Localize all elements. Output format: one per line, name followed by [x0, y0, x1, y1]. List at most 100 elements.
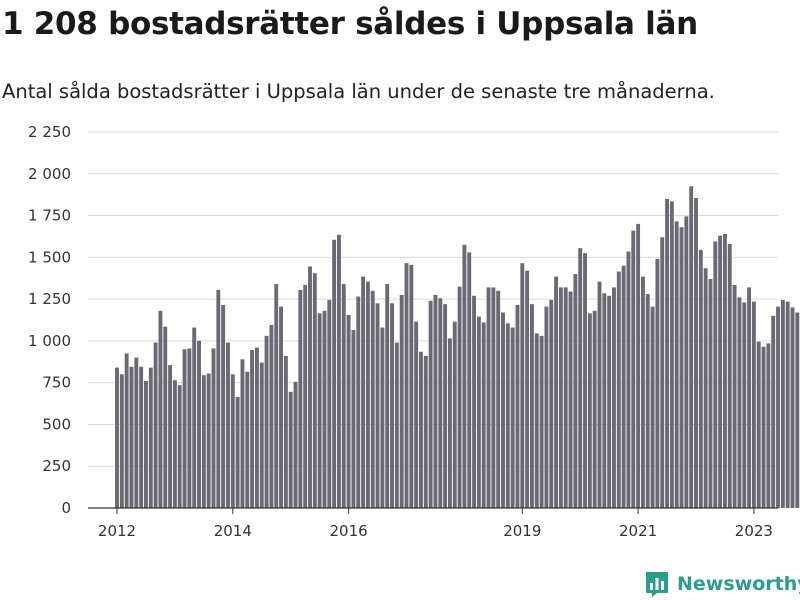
bar: [462, 244, 467, 509]
bar: [230, 374, 235, 508]
bar: [742, 302, 747, 508]
bar: [505, 323, 510, 508]
bar: [327, 299, 332, 508]
bar: [563, 287, 568, 508]
bar: [587, 313, 592, 508]
bar: [115, 367, 119, 508]
chart-title: 1 208 bostadsrätter såldes i Uppsala län: [2, 6, 698, 42]
bar: [539, 335, 544, 508]
bar: [293, 381, 298, 508]
bar: [515, 304, 520, 508]
bar: [144, 381, 148, 508]
y-tick-label: 500: [42, 415, 71, 433]
bar: [283, 355, 288, 508]
bar: [655, 259, 660, 508]
bar: [737, 297, 742, 508]
bar: [452, 321, 457, 508]
bar: [771, 315, 776, 508]
bar: [264, 335, 269, 508]
bar-chart-logo-icon: [646, 572, 668, 597]
bar: [443, 304, 448, 508]
x-tick-label: 2014: [214, 522, 252, 540]
bar: [187, 348, 192, 508]
chart-subtitle: Antal sålda bostadsrätter i Uppsala län …: [2, 80, 715, 103]
bar: [486, 287, 491, 508]
bar: [298, 289, 303, 508]
bar: [534, 333, 539, 508]
gridlines: [88, 131, 778, 467]
bar: [192, 327, 197, 508]
bars: [115, 186, 800, 509]
bar: [727, 243, 732, 508]
bar: [216, 289, 221, 508]
bar: [158, 310, 163, 508]
bar: [481, 322, 486, 508]
bar: [602, 293, 607, 508]
y-tick-label: 2 250: [28, 123, 71, 141]
bar: [394, 342, 399, 508]
bar: [254, 347, 259, 508]
bar: [279, 306, 283, 508]
y-tick-label: 750: [42, 374, 71, 392]
bar: [761, 346, 766, 508]
bar: [438, 298, 443, 508]
bar: [544, 306, 549, 508]
bar: [312, 273, 317, 508]
bar: [626, 251, 631, 509]
bar: [640, 276, 645, 508]
bar: [197, 340, 201, 508]
bar: [341, 284, 346, 508]
bar: [476, 316, 481, 508]
bar: [148, 367, 153, 508]
y-tick-label: 2 000: [28, 165, 71, 183]
x-tick-label: 2023: [735, 522, 773, 540]
y-tick-label: 1 750: [28, 207, 71, 225]
bar: [404, 263, 409, 508]
bar: [708, 279, 713, 508]
bar: [684, 216, 689, 508]
bar: [124, 353, 129, 508]
bar: [375, 303, 380, 508]
bar: [235, 396, 240, 508]
y-axis-tick-labels: 0 250 500 750 1 000 1 250 1 500 1 750 2 000 2 250: [28, 123, 71, 517]
bar: [221, 304, 226, 508]
bar: [433, 294, 438, 508]
bar: [612, 287, 616, 508]
bar: [119, 374, 124, 508]
bar: [201, 375, 206, 508]
x-tick-label: 2016: [330, 522, 368, 540]
bar: [496, 290, 501, 508]
bar: [650, 306, 655, 508]
bar: [669, 201, 674, 508]
bar: [795, 312, 800, 508]
bar: [322, 310, 327, 508]
bar: [172, 380, 177, 508]
bar: [568, 291, 573, 508]
bar: [414, 321, 419, 508]
bar: [390, 303, 394, 508]
bar: [520, 263, 525, 508]
bar: [621, 265, 626, 508]
bar: [472, 295, 476, 508]
bar: [525, 270, 530, 508]
bar: [491, 287, 496, 508]
x-axis-ticks: [116, 508, 755, 514]
bar: [346, 314, 351, 508]
bar: [274, 284, 279, 508]
bar: [776, 306, 780, 508]
bar: [751, 301, 756, 508]
bar: [698, 249, 703, 508]
bar: [240, 359, 245, 508]
bar: [636, 223, 641, 508]
y-tick-label: 1 250: [28, 290, 71, 308]
bar: [660, 237, 665, 508]
bar: [689, 186, 694, 508]
bar: [645, 294, 650, 508]
newsworthy-logo: Newsworthy: [645, 568, 800, 600]
x-tick-label: 2021: [619, 522, 657, 540]
bar: [134, 357, 139, 508]
bar: [592, 310, 597, 508]
y-tick-label: 0: [61, 499, 71, 517]
y-tick-label: 1 000: [28, 332, 71, 350]
bar: [631, 230, 636, 508]
